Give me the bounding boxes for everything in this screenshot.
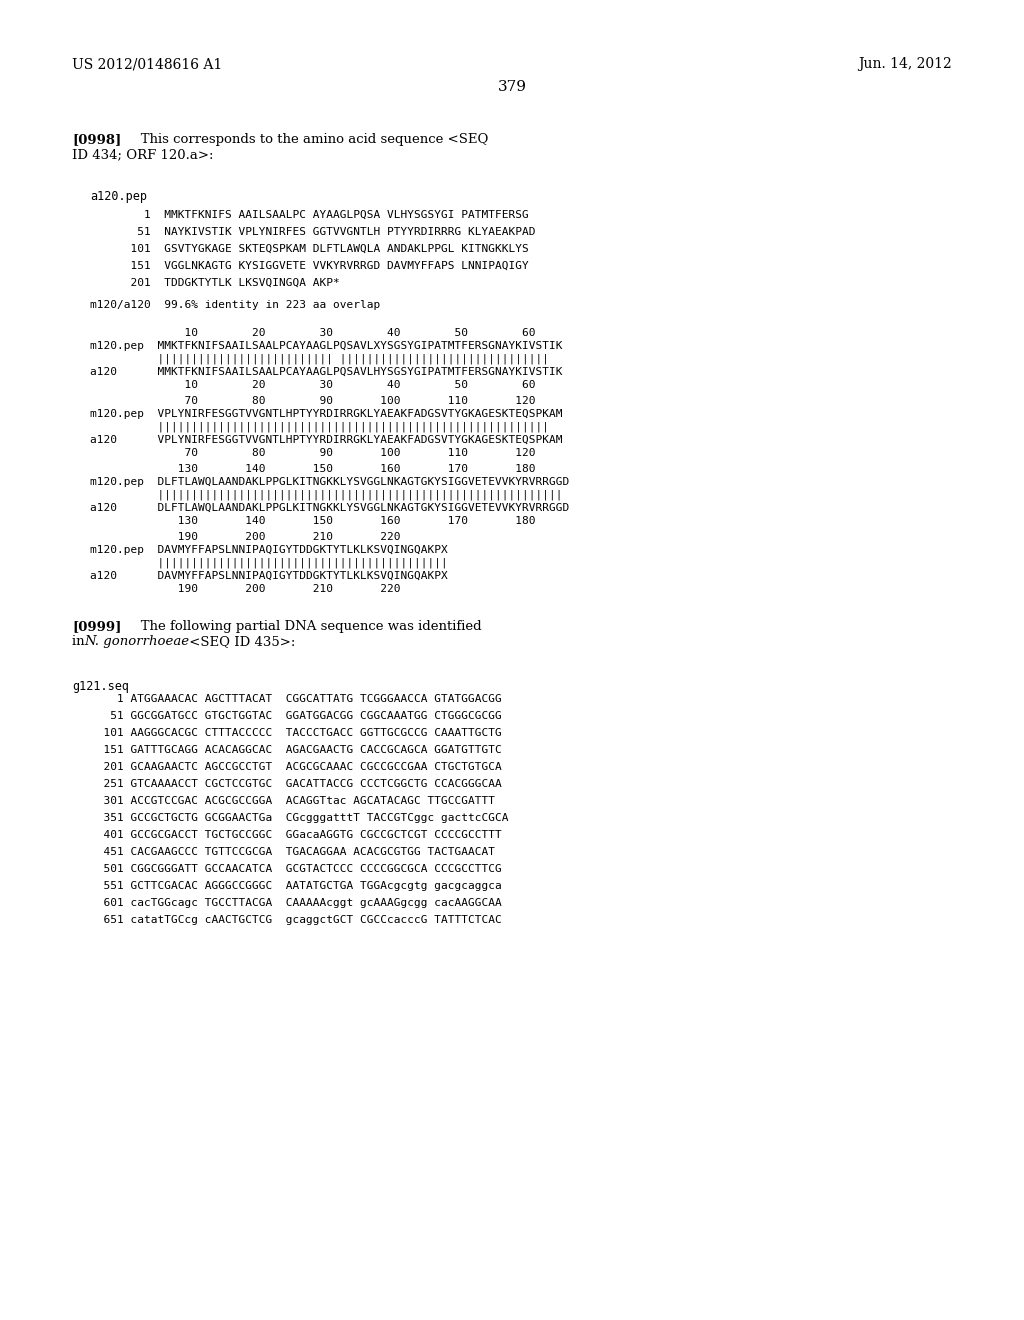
Text: |||||||||||||||||||||||||| |||||||||||||||||||||||||||||||: |||||||||||||||||||||||||| |||||||||||||… [90,354,549,364]
Text: [0999]: [0999] [72,620,122,634]
Text: 1  MMKTFKNIFS AAILSAALPC AYAAGLPQSA VLHYSGSYGI PATMTFERSG: 1 MMKTFKNIFS AAILSAALPC AYAAGLPQSA VLHYS… [90,210,528,220]
Text: m120.pep  DLFTLAWQLAANDAKLPPGLKITNGKKLYSVGGLNKAGTGKYSIGGVETEVVKYRVRRGGD: m120.pep DLFTLAWQLAANDAKLPPGLKITNGKKLYSV… [90,477,569,487]
Text: 301 ACCGTCCGAC ACGCGCCGGA  ACAGGTtac AGCATACAGC TTGCCGATTT: 301 ACCGTCCGAC ACGCGCCGGA ACAGGTtac AGCA… [90,796,495,807]
Text: 251 GTCAAAACCT CGCTCCGTGC  GACATTACCG CCCTCGGCTG CCACGGGCAA: 251 GTCAAAACCT CGCTCCGTGC GACATTACCG CCC… [90,779,502,789]
Text: 151 GATTTGCAGG ACACAGGCAC  AGACGAACTG CACCGCAGCA GGATGTTGTC: 151 GATTTGCAGG ACACAGGCAC AGACGAACTG CAC… [90,744,502,755]
Text: 651 catatTGCcg cAACTGCTCG  gcaggctGCT CGCCcacccG TATTTCTCAC: 651 catatTGCcg cAACTGCTCG gcaggctGCT CGC… [90,915,502,925]
Text: 10        20        30        40        50        60: 10 20 30 40 50 60 [90,380,536,389]
Text: Jun. 14, 2012: Jun. 14, 2012 [858,57,952,71]
Text: a120      DLFTLAWQLAANDAKLPPGLKITNGKKLYSVGGLNKAGTGKYSIGGVETEVVKYRVRRGGD: a120 DLFTLAWQLAANDAKLPPGLKITNGKKLYSVGGLN… [90,503,569,513]
Text: 401 GCCGCGACCT TGCTGCCGGC  GGacaAGGTG CGCCGCTCGT CCCCGCCTTT: 401 GCCGCGACCT TGCTGCCGGC GGacaAGGTG CGC… [90,830,502,840]
Text: m120/a120  99.6% identity in 223 aa overlap: m120/a120 99.6% identity in 223 aa overl… [90,300,380,310]
Text: 379: 379 [498,81,526,94]
Text: 190       200       210       220: 190 200 210 220 [90,583,400,594]
Text: 51 GGCGGATGCC GTGCTGGTAC  GGATGGACGG CGGCAAATGG CTGGGCGCGG: 51 GGCGGATGCC GTGCTGGTAC GGATGGACGG CGGC… [90,711,502,721]
Text: m120.pep  MMKTFKNIFSAAILSAALPCAYAAGLPQSAVLXYSGSYGIPATMTFERSGNAYKIVSTIK: m120.pep MMKTFKNIFSAAILSAALPCAYAAGLPQSAV… [90,341,562,351]
Text: a120.pep: a120.pep [90,190,147,203]
Text: 501 CGGCGGGATT GCCAACATCA  GCGTACTCCC CCCCGGCGCA CCCGCCTTCG: 501 CGGCGGGATT GCCAACATCA GCGTACTCCC CCC… [90,865,502,874]
Text: a120      DAVMYFFAPSLNNIPAQIGYTDDGKTYTLKLKSVQINGQAKPX: a120 DAVMYFFAPSLNNIPAQIGYTDDGKTYTLKLKSVQ… [90,572,447,581]
Text: 101 AAGGGCACGC CTTTACCCCC  TACCCTGACC GGTTGCGCCG CAAATTGCTG: 101 AAGGGCACGC CTTTACCCCC TACCCTGACC GGT… [90,729,502,738]
Text: g121.seq: g121.seq [72,680,129,693]
Text: 10        20        30        40        50        60: 10 20 30 40 50 60 [90,327,536,338]
Text: ||||||||||||||||||||||||||||||||||||||||||||||||||||||||||||: ||||||||||||||||||||||||||||||||||||||||… [90,490,562,500]
Text: m120.pep  VPLYNIRFESGGTVVGNTLHPTYYRDIRRGKLYAEAKFADGSVTYGKAGESKTEQSPKAM: m120.pep VPLYNIRFESGGTVVGNTLHPTYYRDIRRGK… [90,409,562,418]
Text: 70        80        90       100       110       120: 70 80 90 100 110 120 [90,447,536,458]
Text: 601 cacTGGcagc TGCCTTACGA  CAAAAAcggt gcAAAGgcgg cacAAGGCAA: 601 cacTGGcagc TGCCTTACGA CAAAAAcggt gcA… [90,898,502,908]
Text: <SEQ ID 435>:: <SEQ ID 435>: [185,635,295,648]
Text: US 2012/0148616 A1: US 2012/0148616 A1 [72,57,222,71]
Text: 201  TDDGKTYTLK LKSVQINGQA AKP*: 201 TDDGKTYTLK LKSVQINGQA AKP* [90,279,340,288]
Text: 190       200       210       220: 190 200 210 220 [90,532,400,543]
Text: a120      VPLYNIRFESGGTVVGNTLHPTYYRDIRRGKLYAEAKFADGSVTYGKAGESKTEQSPKAM: a120 VPLYNIRFESGGTVVGNTLHPTYYRDIRRGKLYAE… [90,436,562,445]
Text: 51  NAYKIVSTIK VPLYNIRFES GGTVVGNTLH PTYYRDIRRRG KLYAEAKPAD: 51 NAYKIVSTIK VPLYNIRFES GGTVVGNTLH PTYY… [90,227,536,238]
Text: 551 GCTTCGACAC AGGGCCGGGC  AATATGCTGA TGGAcgcgtg gacgcaggca: 551 GCTTCGACAC AGGGCCGGGC AATATGCTGA TGG… [90,880,502,891]
Text: 351 GCCGCTGCTG GCGGAACTGa  CGcgggatttT TACCGTCggc gacttcCGCA: 351 GCCGCTGCTG GCGGAACTGa CGcgggatttT TA… [90,813,509,822]
Text: 101  GSVTYGKAGE SKTEQSPKAM DLFTLAWQLA ANDAKLPPGL KITNGKKLYS: 101 GSVTYGKAGE SKTEQSPKAM DLFTLAWQLA AND… [90,244,528,253]
Text: N. gonorrhoeae: N. gonorrhoeae [84,635,189,648]
Text: 70        80        90       100       110       120: 70 80 90 100 110 120 [90,396,536,407]
Text: [0998]: [0998] [72,133,121,147]
Text: 201 GCAAGAACTC AGCCGCCTGT  ACGCGCAAAC CGCCGCCGAA CTGCTGTGCA: 201 GCAAGAACTC AGCCGCCTGT ACGCGCAAAC CGC… [90,762,502,772]
Text: This corresponds to the amino acid sequence <SEQ: This corresponds to the amino acid seque… [128,133,488,147]
Text: in: in [72,635,89,648]
Text: 1 ATGGAAACAC AGCTTTACAT  CGGCATTATG TCGGGAACCA GTATGGACGG: 1 ATGGAAACAC AGCTTTACAT CGGCATTATG TCGGG… [90,694,502,704]
Text: The following partial DNA sequence was identified: The following partial DNA sequence was i… [128,620,481,634]
Text: |||||||||||||||||||||||||||||||||||||||||||: ||||||||||||||||||||||||||||||||||||||||… [90,558,447,569]
Text: 130       140       150       160       170       180: 130 140 150 160 170 180 [90,516,536,525]
Text: a120      MMKTFKNIFSAAILSAALPCAYAAGLPQSAVLHYSGSYGIPATMTFERSGNAYKIVSTIK: a120 MMKTFKNIFSAAILSAALPCAYAAGLPQSAVLHYS… [90,367,562,378]
Text: 130       140       150       160       170       180: 130 140 150 160 170 180 [90,465,536,474]
Text: ||||||||||||||||||||||||||||||||||||||||||||||||||||||||||: ||||||||||||||||||||||||||||||||||||||||… [90,422,549,433]
Text: ID 434; ORF 120.a>:: ID 434; ORF 120.a>: [72,148,213,161]
Text: m120.pep  DAVMYFFAPSLNNIPAQIGYTDDGKTYTLKLKSVQINGQAKPX: m120.pep DAVMYFFAPSLNNIPAQIGYTDDGKTYTLKL… [90,545,447,554]
Text: 451 CACGAAGCCC TGTTCCGCGA  TGACAGGAA ACACGCGTGG TACTGAACAT: 451 CACGAAGCCC TGTTCCGCGA TGACAGGAA ACAC… [90,847,495,857]
Text: 151  VGGLNKAGTG KYSIGGVETE VVKYRVRRGD DAVMYFFAPS LNNIPAQIGY: 151 VGGLNKAGTG KYSIGGVETE VVKYRVRRGD DAV… [90,261,528,271]
